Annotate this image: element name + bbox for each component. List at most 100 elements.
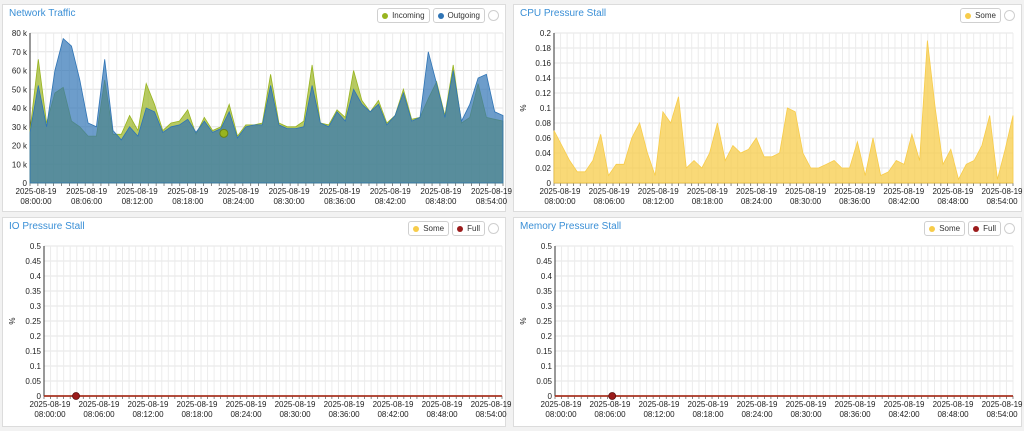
x-tick-label: 08:48:00	[426, 410, 458, 419]
x-tick-label: 08:30:00	[273, 197, 305, 206]
legend: Some	[960, 8, 1015, 23]
legend-item-full[interactable]: Full	[968, 221, 1001, 236]
x-tick-label: 2025-08-19	[589, 187, 630, 196]
y-tick-label: 0.16	[535, 59, 551, 68]
hover-marker	[72, 392, 80, 400]
x-tick-label: 2025-08-19	[786, 400, 827, 409]
x-tick-label: 08:48:00	[937, 410, 969, 419]
y-tick-label: 20 k	[12, 142, 28, 151]
legend-label: Outgoing	[447, 11, 480, 20]
x-tick-label: 2025-08-19	[422, 400, 463, 409]
x-tick-label: 08:36:00	[324, 197, 356, 206]
io-pressure-chart: 0 0.05 0.1 0.15 0.2 0.25 0.3 0.35 0.4 0.45 0.5 2025…	[8, 242, 512, 419]
cpu-pressure-panel: CPU Pressure Stall Some 0 0.02 0.04 0.06 0.0…	[513, 4, 1023, 212]
x-tick-label: 08:36:00	[839, 197, 871, 206]
x-tick-label: 2025-08-19	[167, 187, 208, 196]
x-tick-label: 2025-08-19	[269, 187, 310, 196]
x-tick-label: 08:42:00	[375, 197, 407, 206]
toggle-circle-icon[interactable]	[488, 223, 499, 234]
x-tick-label: 2025-08-19	[324, 400, 365, 409]
x-tick-label: 08:42:00	[888, 197, 920, 206]
y-tick-label: 0.3	[541, 302, 553, 311]
legend-item-full[interactable]: Full	[452, 221, 485, 236]
memory-pressure-chart: 0 0.05 0.1 0.15 0.2 0.25 0.3 0.35 0.4 0.45 0.5 2025…	[519, 242, 1023, 419]
x-tick-label: 08:54:00	[476, 197, 508, 206]
x-tick-label: 08:00:00	[544, 197, 576, 206]
x-tick-label: 2025-08-19	[226, 400, 267, 409]
legend-label: Full	[467, 224, 480, 233]
x-tick-label: 08:06:00	[594, 410, 626, 419]
legend-item-some[interactable]: Some	[408, 221, 450, 236]
x-tick-label: 08:12:00	[122, 197, 154, 206]
x-tick-label: 08:24:00	[223, 197, 255, 206]
y-axis-label: %	[519, 104, 528, 111]
y-tick-label: 0	[547, 179, 552, 188]
y-tick-label: 0.15	[25, 347, 41, 356]
y-tick-label: 0.3	[30, 302, 42, 311]
legend: Incoming Outgoing	[377, 8, 499, 23]
x-tick-label: 08:12:00	[132, 410, 164, 419]
y-tick-label: 30 k	[12, 123, 28, 132]
y-tick-label: 0.4	[30, 272, 42, 281]
some-dot-icon	[929, 225, 936, 232]
x-tick-label: 2025-08-19	[834, 187, 875, 196]
panel-title: CPU Pressure Stall	[520, 8, 607, 19]
x-tick-label: 2025-08-19	[275, 400, 316, 409]
y-tick-label: 0.35	[536, 287, 552, 296]
outgoing-dot-icon	[437, 12, 444, 19]
x-tick-label: 08:42:00	[888, 410, 920, 419]
x-tick-label: 08:12:00	[643, 410, 675, 419]
y-tick-label: 0.5	[541, 242, 553, 251]
legend-item-some[interactable]: Some	[960, 8, 1001, 23]
series-area-outgoing	[29, 37, 504, 184]
y-tick-label: 40 k	[12, 104, 28, 113]
x-tick-label: 08:24:00	[741, 410, 773, 419]
legend-item-outgoing[interactable]: Outgoing	[432, 8, 485, 23]
x-tick-label: 2025-08-19	[982, 400, 1023, 409]
legend-item-incoming[interactable]: Incoming	[377, 8, 430, 23]
toggle-circle-icon[interactable]	[1004, 223, 1015, 234]
x-tick-label: 08:54:00	[475, 410, 507, 419]
x-tick-label: 2025-08-19	[737, 400, 778, 409]
x-tick-label: 2025-08-19	[471, 400, 512, 409]
y-tick-label: 50 k	[12, 85, 28, 94]
x-tick-label: 08:00:00	[545, 410, 577, 419]
y-tick-label: 0.14	[535, 74, 551, 83]
x-tick-label: 2025-08-19	[639, 400, 680, 409]
legend-label: Some	[975, 11, 996, 20]
x-tick-label: 08:36:00	[839, 410, 871, 419]
x-tick-label: 2025-08-19	[835, 400, 876, 409]
y-tick-label: 0.25	[25, 317, 41, 326]
x-tick-label: 08:18:00	[181, 410, 213, 419]
y-tick-label: 0.1	[30, 362, 42, 371]
x-tick-label: 08:54:00	[986, 197, 1018, 206]
full-dot-icon	[457, 225, 464, 232]
legend-label: Some	[939, 224, 961, 233]
memory-pressure-panel: Memory Pressure Stall Some Full 0 0.05 0.1…	[513, 217, 1023, 427]
y-tick-label: 0.1	[541, 362, 553, 371]
y-tick-label: 0	[548, 392, 553, 401]
legend-item-some[interactable]: Some	[924, 221, 966, 236]
y-tick-label: 0.2	[541, 332, 553, 341]
x-tick-label: 08:48:00	[425, 197, 457, 206]
y-tick-label: 0.15	[536, 347, 552, 356]
toggle-circle-icon[interactable]	[488, 10, 499, 21]
x-tick-label: 2025-08-19	[66, 187, 107, 196]
series-area-some	[553, 40, 1014, 184]
io-pressure-panel: IO Pressure Stall Some Full 0 0.05 0.1 0.15…	[2, 217, 512, 427]
x-tick-label: 08:06:00	[71, 197, 103, 206]
toggle-circle-icon[interactable]	[1004, 10, 1015, 21]
y-tick-label: 0.12	[535, 89, 551, 98]
x-tick-label: 2025-08-19	[687, 187, 728, 196]
network-traffic-panel: Network Traffic Incoming Outgoing 0 10 k 2…	[2, 4, 513, 212]
x-tick-label: 2025-08-19	[638, 187, 679, 196]
y-tick-label: 0.04	[535, 149, 551, 158]
x-tick-label: 2025-08-19	[736, 187, 777, 196]
y-tick-label: 0.08	[535, 119, 551, 128]
x-tick-label: 08:24:00	[741, 197, 773, 206]
x-tick-label: 2025-08-19	[79, 400, 120, 409]
x-tick-label: 08:30:00	[279, 410, 311, 419]
x-tick-label: 2025-08-19	[370, 187, 411, 196]
y-tick-label: 0	[23, 179, 28, 188]
x-tick-label: 2025-08-19	[883, 187, 924, 196]
